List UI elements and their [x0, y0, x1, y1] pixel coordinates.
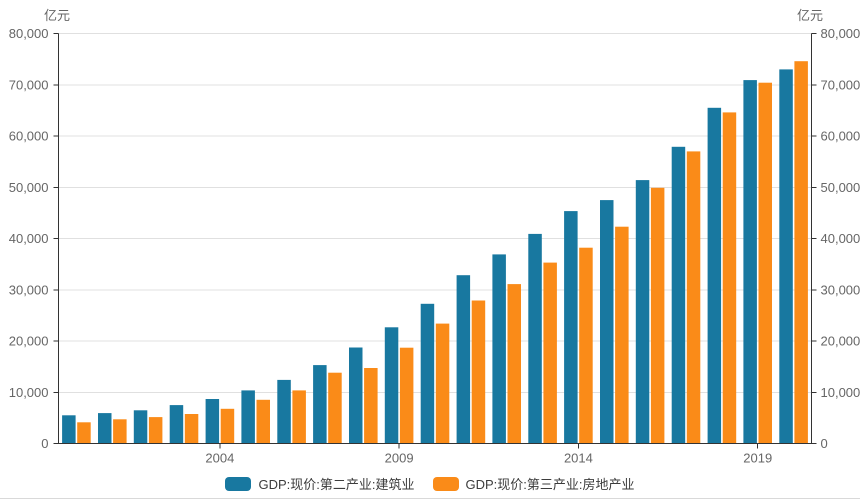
bar-series1-2015[interactable] [615, 226, 629, 444]
bar-series0-2014[interactable] [564, 211, 578, 444]
bar-series1-2005[interactable] [256, 399, 271, 444]
bar-series0-2006[interactable] [277, 379, 291, 444]
legend-label-construction: GDP:现价:第二产业:建筑业 [258, 477, 415, 492]
y-tick-label-right: 40,000 [821, 231, 860, 246]
bar-series0-2015[interactable] [600, 200, 614, 444]
y-tick-label-right: 80,000 [821, 26, 860, 41]
bar-series0-2012[interactable] [492, 254, 506, 444]
x-tick-label: 2009 [385, 451, 414, 466]
bar-series1-2017[interactable] [686, 151, 701, 444]
y-tick-label-left: 70,000 [9, 77, 49, 92]
bar-series0-2016[interactable] [635, 180, 650, 444]
y-axis-unit-right: 亿元 [796, 8, 823, 23]
y-tick-label-right: 50,000 [821, 180, 860, 195]
legend-swatch-realestate-icon [432, 476, 459, 491]
bar-series1-2010[interactable] [435, 323, 450, 444]
bar-series0-2019[interactable] [743, 80, 757, 444]
bar-series0-2007[interactable] [313, 365, 327, 444]
y-tick-label-left: 80,000 [9, 26, 49, 41]
y-axis-unit-left: 亿元 [43, 8, 70, 23]
y-tick-label-left: 20,000 [9, 334, 49, 349]
y-tick-label-left: 40,000 [9, 231, 49, 246]
bar-series1-2001[interactable] [113, 419, 127, 444]
bar-series0-2001[interactable] [98, 413, 112, 444]
y-tick-label-right: 70,000 [821, 77, 860, 92]
legend-item-construction[interactable]: GDP:现价:第二产业:建筑业 [225, 474, 415, 493]
x-tick-label: 2004 [205, 451, 234, 466]
bar-series1-2007[interactable] [328, 372, 342, 444]
y-tick-label-right: 30,000 [821, 282, 860, 297]
legend-swatch-construction-icon [225, 476, 252, 491]
y-tick-label-right: 0 [821, 436, 828, 451]
bar-series0-2008[interactable] [349, 347, 363, 444]
y-tick-label-left: 30,000 [9, 282, 49, 297]
bar-series0-2000[interactable] [62, 415, 76, 444]
bar-series0-2018[interactable] [707, 107, 722, 444]
bar-series1-2011[interactable] [471, 300, 486, 444]
bar-series1-2006[interactable] [292, 390, 306, 444]
bar-series0-2013[interactable] [528, 233, 542, 444]
bar-series1-2012[interactable] [507, 284, 522, 444]
y-tick-label-left: 60,000 [9, 129, 49, 144]
bar-series1-2016[interactable] [650, 187, 665, 444]
bar-chart-plot: 0 0 10,000 10,000 20,000 20,000 30,000 30,000 40… [9, 26, 860, 466]
legend-label-realestate: GDP:现价:第三产业:房地产业 [465, 477, 635, 492]
bar-series1-2014[interactable] [579, 247, 593, 444]
bar-series0-2009[interactable] [384, 327, 399, 444]
bar-series1-2020[interactable] [794, 61, 808, 444]
bar-series0-2017[interactable] [671, 146, 686, 444]
bar-series1-2018[interactable] [722, 112, 737, 444]
bar-series0-2020[interactable] [779, 69, 793, 444]
bar-series0-2003[interactable] [169, 405, 184, 444]
bar-series0-2011[interactable] [456, 275, 471, 444]
bar-series0-2002[interactable] [133, 410, 148, 444]
bar-series1-2008[interactable] [364, 368, 378, 444]
bar-series1-2004[interactable] [220, 408, 235, 444]
bar-series1-2013[interactable] [543, 262, 557, 444]
legend-item-realestate[interactable]: GDP:现价:第三产业:房地产业 [432, 474, 635, 493]
bar-series1-2003[interactable] [184, 414, 199, 444]
bar-series1-2002[interactable] [148, 417, 163, 444]
y-tick-label-left: 50,000 [9, 180, 49, 195]
y-tick-label-right: 60,000 [821, 129, 860, 144]
chart-legend: GDP:现价:第二产业:建筑业 GDP:现价:第三产业:房地产业 [0, 475, 860, 492]
bar-series0-2004[interactable] [205, 399, 220, 444]
bar-series1-2000[interactable] [77, 422, 91, 444]
x-tick-label: 2014 [564, 451, 593, 466]
bar-series1-2009[interactable] [399, 347, 414, 444]
y-tick-label-right: 20,000 [821, 334, 860, 349]
bar-series0-2005[interactable] [241, 390, 255, 444]
x-tick-label: 2019 [743, 451, 772, 466]
y-tick-label-right: 10,000 [821, 385, 860, 400]
bar-series0-2010[interactable] [420, 303, 435, 444]
y-tick-label-left: 0 [41, 436, 48, 451]
bar-series1-2019[interactable] [758, 82, 773, 444]
y-tick-label-left: 10,000 [9, 385, 49, 400]
